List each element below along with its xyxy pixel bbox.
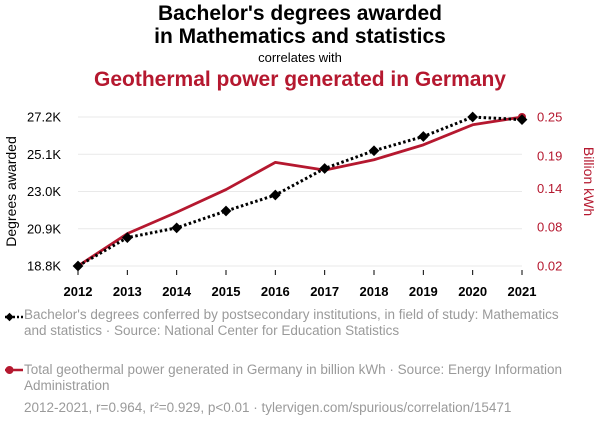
legend-text-series2: Total geothermal power generated in Germ…: [24, 362, 563, 393]
series1-point: [368, 145, 380, 157]
y-right-tick-label: 0.02: [537, 259, 562, 274]
x-tick-label: 2019: [409, 284, 438, 299]
series1-point: [467, 111, 479, 123]
y-left-tick-label: 20.9K: [27, 221, 61, 236]
series1-point: [319, 163, 331, 174]
chart-title-line1: Bachelor's degrees awarded: [158, 2, 442, 25]
series1-point: [269, 189, 281, 201]
chart-title-line2: in Mathematics and statistics: [154, 25, 446, 48]
y-left-tick-label: 25.1K: [27, 147, 61, 162]
chart-subtitle: correlates with: [258, 50, 342, 65]
series1-point: [417, 131, 429, 142]
x-tick-label: 2020: [458, 284, 487, 299]
y-left-tick-label: 23.0K: [27, 184, 61, 199]
footer-stats: 2012-2021, r=0.964, r²=0.929, p<0.01 · t…: [24, 400, 512, 415]
legend-text-series1: Bachelor's degrees conferred by postseco…: [24, 307, 559, 338]
y-right-tick-label: 0.14: [537, 181, 562, 196]
legend-marker-series2: [5, 366, 23, 374]
x-tick-label: 2021: [508, 284, 537, 299]
series1-point: [121, 232, 133, 243]
y-left-tick-label: 18.8K: [27, 259, 61, 274]
x-tick-label: 2014: [162, 284, 192, 299]
y-right-tick-label: 0.25: [537, 110, 562, 125]
legend-marker-series1: [5, 312, 23, 322]
y-right-axis-label: Billion kWh: [581, 147, 597, 216]
x-tick-label: 2012: [64, 284, 93, 299]
chart-title: Bachelor's degrees awarded in Mathematic…: [0, 2, 600, 48]
series1-point: [171, 222, 183, 234]
x-tick-label: 2018: [360, 284, 389, 299]
chart-title-secondary: Geothermal power generated in Germany: [94, 68, 506, 91]
x-tick-label: 2015: [212, 284, 241, 299]
series1-line: [77, 115, 523, 268]
y-left-tick-label: 27.2K: [27, 110, 61, 125]
y-right-tick-label: 0.19: [537, 148, 562, 163]
line-chart: 18.8K 20.9K 23.0K 25.1K 27.2K 0.02 0.08 0.14 0.1…: [3, 110, 597, 300]
series2-line: [77, 115, 523, 268]
series1-point: [220, 205, 232, 217]
y-right-tick-label: 0.08: [537, 220, 562, 235]
x-tick-label: 2017: [310, 284, 339, 299]
x-tick-label: 2016: [261, 284, 290, 299]
x-tick-label: 2013: [113, 284, 142, 299]
y-left-axis-label: Degrees awarded: [3, 136, 19, 247]
